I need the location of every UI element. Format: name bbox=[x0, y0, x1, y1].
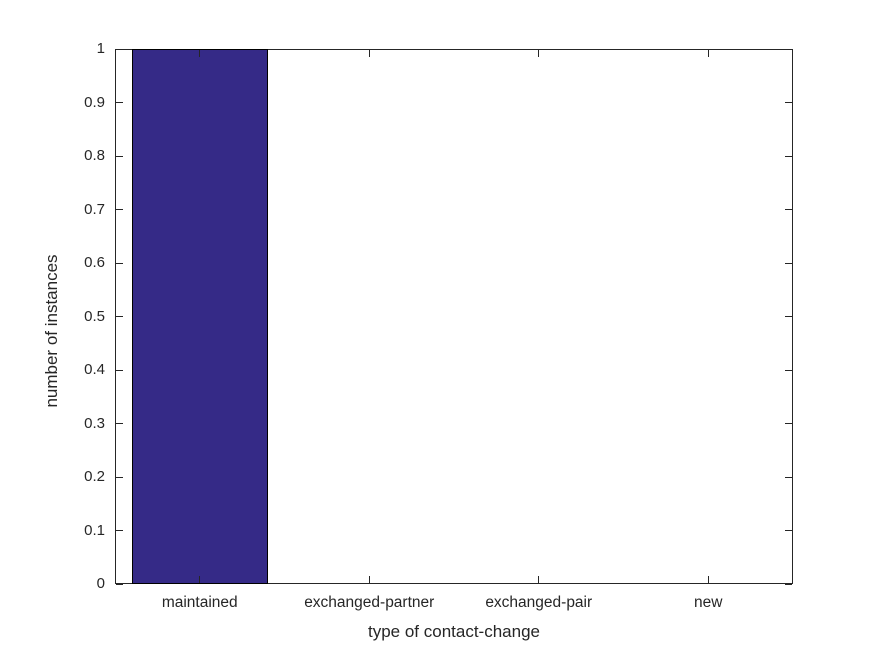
x-tick-mark-bottom bbox=[368, 576, 370, 583]
x-tick-mark-bottom bbox=[707, 576, 709, 583]
y-tick-label: 0.2 bbox=[84, 468, 105, 485]
y-tick-mark-right bbox=[785, 369, 792, 371]
x-tick-mark-top bbox=[199, 50, 201, 57]
y-tick-label: 0.3 bbox=[84, 414, 105, 432]
y-tick-mark-left bbox=[116, 583, 123, 585]
y-tick-mark-right bbox=[785, 423, 792, 424]
y-tick-mark-right bbox=[785, 209, 792, 210]
y-tick-mark-left bbox=[116, 369, 123, 371]
y-tick-mark-left bbox=[116, 48, 123, 50]
y-tick-label: 0.9 bbox=[84, 93, 105, 111]
y-tick-label: 1 bbox=[96, 40, 105, 57]
x-tick-mark-top bbox=[538, 50, 540, 57]
x-tick-mark-top bbox=[368, 50, 370, 57]
x-axis-label: type of contact-change bbox=[367, 622, 541, 641]
y-tick-mark-right bbox=[785, 583, 792, 585]
y-tick-label: 0.8 bbox=[84, 147, 105, 164]
y-tick-mark-right bbox=[785, 262, 792, 264]
y-tick-label: 0.4 bbox=[84, 361, 105, 378]
y-tick-mark-left bbox=[116, 102, 123, 103]
y-tick-mark-left bbox=[116, 155, 123, 157]
y-tick-mark-right bbox=[785, 530, 792, 531]
x-tick-mark-bottom bbox=[538, 576, 540, 583]
y-tick-mark-left bbox=[116, 316, 123, 317]
x-tick-label-new: new bbox=[694, 594, 723, 611]
y-axis-label: number of instances bbox=[42, 253, 61, 408]
x-tick-mark-top bbox=[707, 50, 709, 57]
x-tick-label-exchanged-partner: exchanged-partner bbox=[304, 594, 435, 611]
y-tick-mark-right bbox=[785, 476, 792, 478]
y-tick-label: 0.1 bbox=[84, 521, 105, 539]
y-tick-label: 0.7 bbox=[84, 200, 105, 218]
y-tick-mark-right bbox=[785, 155, 792, 157]
y-tick-mark-right bbox=[785, 48, 792, 50]
bar-maintained bbox=[131, 49, 268, 584]
x-tick-mark-bottom bbox=[199, 576, 201, 583]
y-tick-mark-left bbox=[116, 423, 123, 424]
y-tick-mark-right bbox=[785, 102, 792, 103]
y-tick-mark-left bbox=[116, 262, 123, 264]
y-tick-label: 0 bbox=[96, 575, 105, 592]
y-tick-mark-left bbox=[116, 209, 123, 210]
y-tick-label: 0.5 bbox=[84, 307, 105, 325]
y-tick-label: 0.6 bbox=[84, 254, 105, 271]
y-tick-mark-left bbox=[116, 530, 123, 531]
y-tick-mark-left bbox=[116, 476, 123, 478]
x-tick-label-maintained: maintained bbox=[161, 594, 238, 611]
y-tick-mark-right bbox=[785, 316, 792, 317]
x-tick-label-exchanged-pair: exchanged-pair bbox=[485, 594, 593, 611]
